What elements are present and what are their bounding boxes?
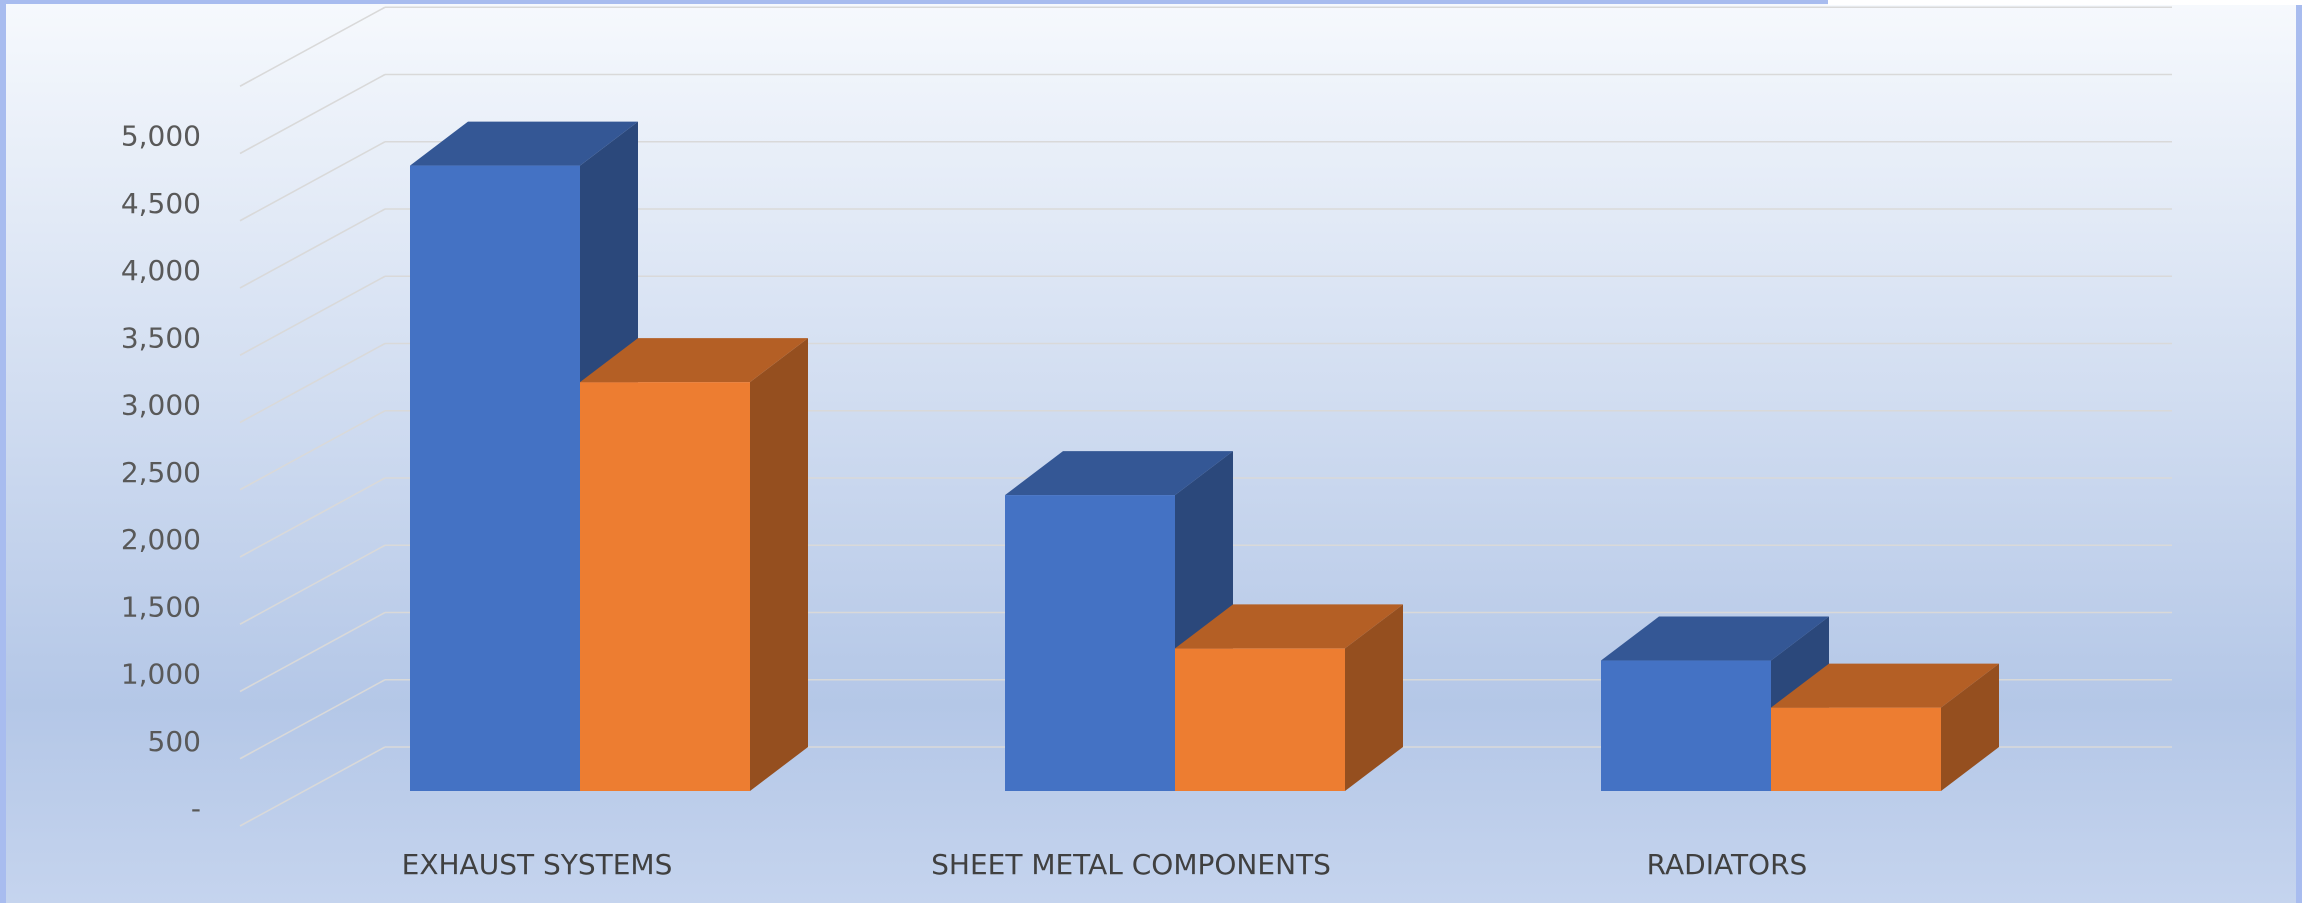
y-tick-label: 3,000 (121, 389, 201, 422)
bar-top (580, 338, 808, 383)
y-tick-label: 2,000 (121, 523, 201, 556)
bar-front (1771, 707, 1941, 791)
y-tick-label: 4,500 (121, 187, 201, 220)
bar-top (1601, 616, 1829, 661)
gridline-side (239, 679, 386, 760)
y-tick-label: 1,000 (121, 658, 201, 691)
gridline-side (239, 73, 386, 155)
gridline-side (239, 544, 386, 625)
x-category-label: SHEET METAL COMPONENTS (931, 848, 1331, 881)
y-tick-label: 2,500 (121, 456, 201, 489)
x-axis-category-labels: EXHAUST SYSTEMS SHEET METAL COMPONENTS RAD… (402, 848, 1808, 881)
gridline-side (239, 342, 386, 424)
bar-side (1941, 663, 1999, 791)
x-category-label: RADIATORS (1647, 848, 1808, 881)
gridline-side (239, 746, 386, 827)
y-tick-label: 3,500 (121, 321, 201, 354)
bar-front (580, 382, 750, 791)
y-tick-label: 500 (148, 725, 201, 758)
bar-top (1175, 604, 1403, 649)
gridline-side (239, 611, 386, 693)
y-axis-tick-labels: - 500 1,000 1,500 2,000 2,500 3,000 3,500 4,000 4… (121, 120, 201, 826)
y-tick-label: 5,000 (121, 120, 201, 153)
bar (580, 338, 808, 791)
y-tick-label: 1,500 (121, 590, 201, 623)
bar (1175, 604, 1403, 791)
gridline-side (239, 477, 386, 558)
bar-top (410, 121, 638, 166)
bars (410, 121, 1999, 791)
bar-front (1005, 495, 1175, 791)
gridline-side (239, 275, 386, 356)
bar-top (1771, 663, 1999, 708)
bar-front (1175, 648, 1345, 791)
y-tick-label: 4,000 (121, 254, 201, 287)
x-category-label: EXHAUST SYSTEMS (402, 848, 673, 881)
gridline-side (239, 208, 386, 289)
bar-front (1601, 660, 1771, 791)
y-tick-label: - (191, 792, 201, 825)
bar-side (1345, 604, 1403, 791)
bar-top (1005, 451, 1233, 496)
gridline-side (239, 141, 386, 222)
gridline-side (239, 6, 386, 87)
bar-front (410, 165, 580, 791)
bar (1771, 663, 1999, 791)
gridline-side (239, 410, 386, 491)
chart-title-box (1828, 0, 2302, 5)
bar-side (750, 338, 808, 791)
